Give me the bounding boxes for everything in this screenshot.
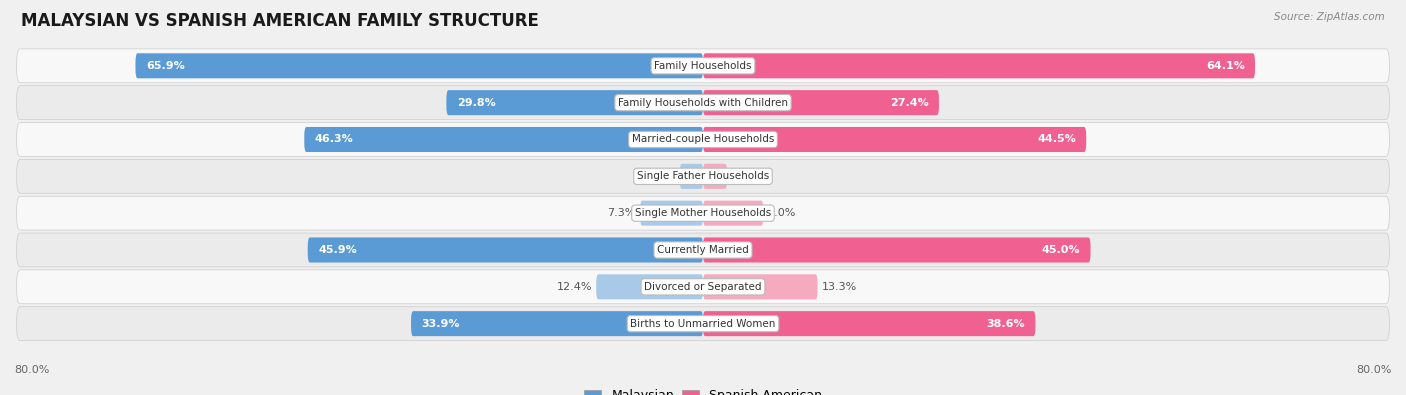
Text: 64.1%: 64.1%	[1206, 61, 1244, 71]
Text: Divorced or Separated: Divorced or Separated	[644, 282, 762, 292]
FancyBboxPatch shape	[17, 196, 1389, 230]
FancyBboxPatch shape	[679, 164, 703, 189]
Text: MALAYSIAN VS SPANISH AMERICAN FAMILY STRUCTURE: MALAYSIAN VS SPANISH AMERICAN FAMILY STR…	[21, 12, 538, 30]
FancyBboxPatch shape	[17, 233, 1389, 267]
FancyBboxPatch shape	[703, 237, 1091, 263]
Text: 65.9%: 65.9%	[146, 61, 184, 71]
FancyBboxPatch shape	[703, 53, 1256, 78]
FancyBboxPatch shape	[135, 53, 703, 78]
Text: 2.7%: 2.7%	[647, 171, 675, 181]
Text: 27.4%: 27.4%	[890, 98, 928, 108]
Text: 80.0%: 80.0%	[14, 365, 49, 375]
Text: Single Mother Households: Single Mother Households	[636, 208, 770, 218]
Text: Currently Married: Currently Married	[657, 245, 749, 255]
Text: 80.0%: 80.0%	[1357, 365, 1392, 375]
Text: Family Households with Children: Family Households with Children	[619, 98, 787, 108]
Text: 2.8%: 2.8%	[731, 171, 759, 181]
Text: 29.8%: 29.8%	[457, 98, 495, 108]
FancyBboxPatch shape	[703, 311, 1035, 336]
Text: 12.4%: 12.4%	[557, 282, 592, 292]
FancyBboxPatch shape	[17, 307, 1389, 340]
Text: 38.6%: 38.6%	[987, 319, 1025, 329]
Text: 45.0%: 45.0%	[1042, 245, 1080, 255]
Text: Single Father Households: Single Father Households	[637, 171, 769, 181]
FancyBboxPatch shape	[17, 86, 1389, 120]
FancyBboxPatch shape	[17, 270, 1389, 304]
Text: Source: ZipAtlas.com: Source: ZipAtlas.com	[1274, 12, 1385, 22]
Text: 7.3%: 7.3%	[607, 208, 636, 218]
FancyBboxPatch shape	[17, 49, 1389, 83]
FancyBboxPatch shape	[703, 127, 1087, 152]
FancyBboxPatch shape	[703, 274, 817, 299]
Text: 45.9%: 45.9%	[318, 245, 357, 255]
FancyBboxPatch shape	[446, 90, 703, 115]
FancyBboxPatch shape	[17, 159, 1389, 193]
FancyBboxPatch shape	[411, 311, 703, 336]
FancyBboxPatch shape	[703, 90, 939, 115]
Text: 46.3%: 46.3%	[315, 134, 353, 145]
Text: 13.3%: 13.3%	[823, 282, 858, 292]
Text: 44.5%: 44.5%	[1038, 134, 1076, 145]
Text: Married-couple Households: Married-couple Households	[631, 134, 775, 145]
FancyBboxPatch shape	[640, 201, 703, 226]
Text: 33.9%: 33.9%	[422, 319, 460, 329]
Legend: Malaysian, Spanish American: Malaysian, Spanish American	[579, 384, 827, 395]
FancyBboxPatch shape	[703, 201, 763, 226]
FancyBboxPatch shape	[596, 274, 703, 299]
FancyBboxPatch shape	[308, 237, 703, 263]
Text: Births to Unmarried Women: Births to Unmarried Women	[630, 319, 776, 329]
FancyBboxPatch shape	[703, 164, 727, 189]
FancyBboxPatch shape	[304, 127, 703, 152]
Text: 7.0%: 7.0%	[768, 208, 796, 218]
FancyBboxPatch shape	[17, 122, 1389, 156]
Text: Family Households: Family Households	[654, 61, 752, 71]
